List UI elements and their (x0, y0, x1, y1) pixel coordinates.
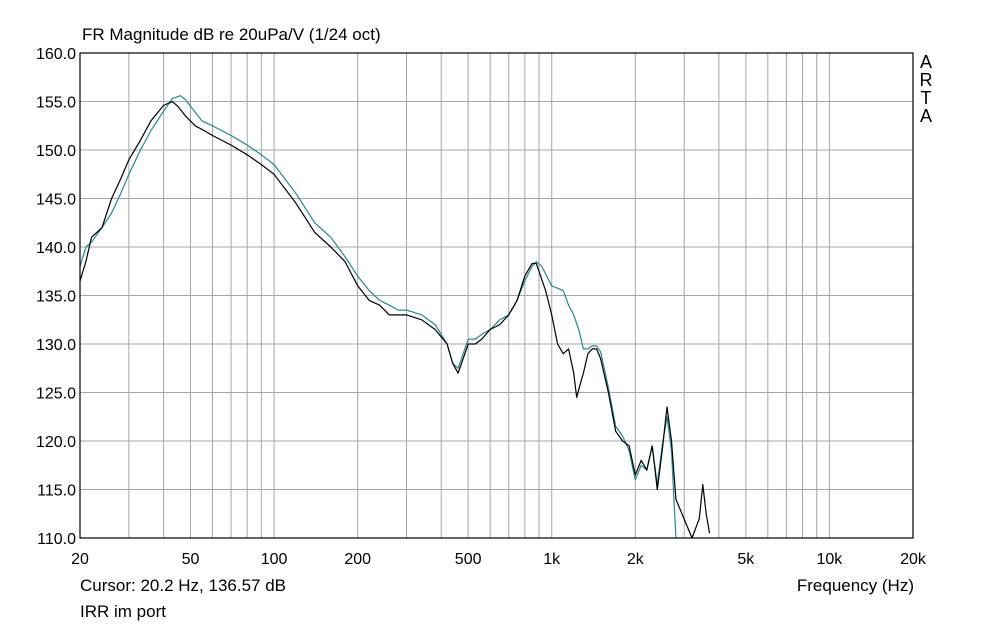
brand-letter: A (919, 52, 932, 72)
x-tick-label: 20 (71, 551, 89, 568)
x-axis-ticks: 20 50 100 200 500 1k 2k 5k 10k 20k (71, 551, 927, 568)
y-tick-label: 150.0 (36, 143, 76, 160)
arta-brand-label: A R T A (918, 53, 934, 125)
plot-frame (79, 52, 914, 539)
measurement-note: IRR im port (80, 602, 166, 621)
series-line-1 (80, 100, 711, 538)
y-tick-label: 130.0 (36, 337, 76, 354)
chart-title: FR Magnitude dB re 20uPa/V (1/24 oct) (82, 25, 381, 44)
x-axis-label: Frequency (Hz) (796, 576, 914, 595)
chart-series-group (80, 95, 711, 538)
cursor-readout: Cursor: 20.2 Hz, 136.57 dB (80, 576, 287, 595)
brand-letter: R (919, 70, 933, 90)
brand-letter: A (919, 106, 932, 126)
y-tick-label: 110.0 (37, 531, 76, 548)
x-tick-label: 20k (900, 551, 927, 568)
y-tick-label: 155.0 (36, 95, 76, 112)
y-tick-label: 140.0 (36, 240, 76, 257)
y-tick-label: 120.0 (36, 434, 76, 451)
y-tick-label: 145.0 (36, 192, 76, 209)
chart-grid (80, 53, 913, 538)
x-tick-label: 2k (627, 551, 645, 568)
x-tick-label: 200 (344, 551, 371, 568)
x-tick-label: 50 (182, 551, 200, 568)
y-tick-label: 160.0 (36, 46, 76, 63)
x-tick-label: 500 (455, 551, 482, 568)
x-tick-label: 10k (817, 551, 844, 568)
y-tick-label: 125.0 (36, 386, 76, 403)
x-tick-label: 5k (737, 551, 755, 568)
y-tick-label: 135.0 (36, 289, 76, 306)
y-tick-label: 115.0 (37, 483, 76, 500)
x-tick-label: 1k (543, 551, 561, 568)
x-tick-label: 100 (261, 551, 288, 568)
series-line-2 (80, 95, 677, 538)
y-axis-ticks: 110.0 115.0 120.0 125.0 130.0 135.0 140.0 145.0… (36, 46, 76, 548)
brand-letter: T (920, 88, 932, 108)
